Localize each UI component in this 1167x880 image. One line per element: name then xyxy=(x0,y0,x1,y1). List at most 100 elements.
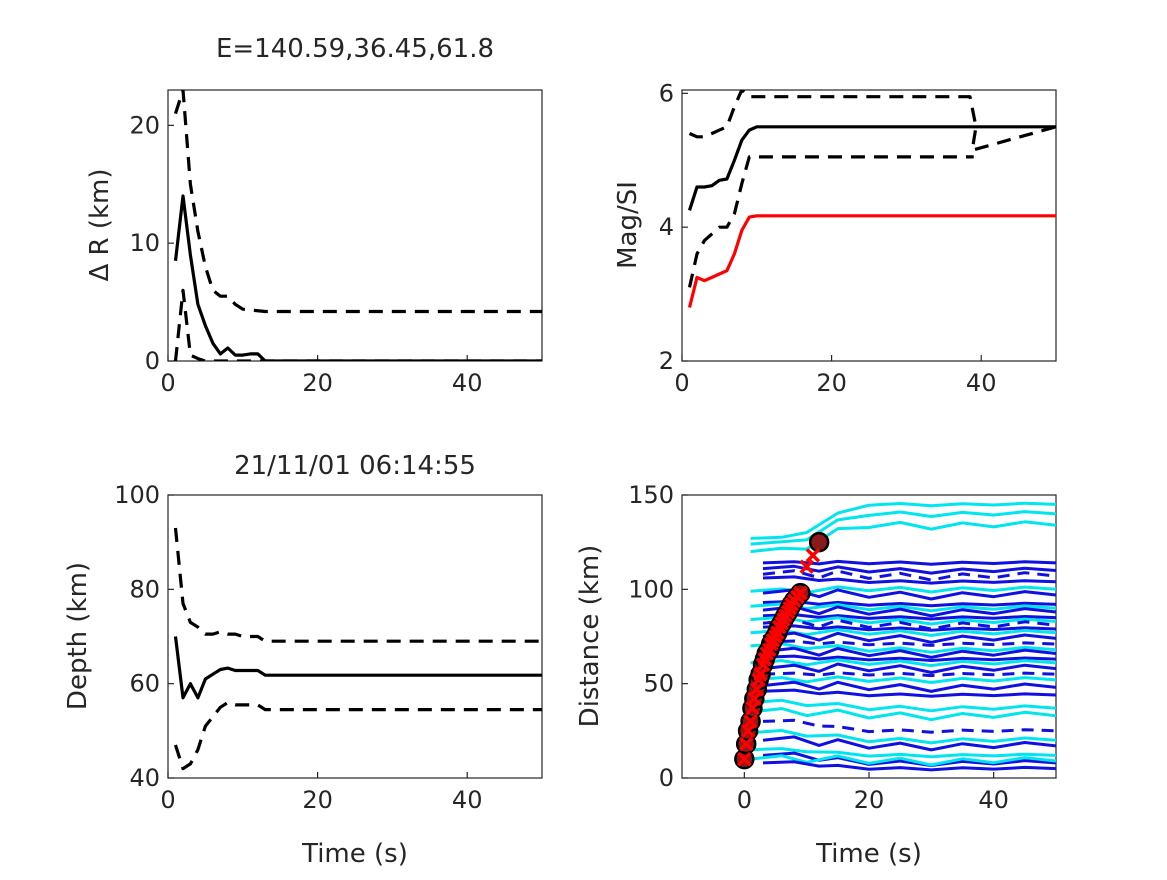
y-tick-label: 10 xyxy=(129,229,160,257)
y-tick-label: 60 xyxy=(129,670,160,698)
station-trace xyxy=(762,680,1056,693)
station-trace xyxy=(750,747,1056,759)
station-trace xyxy=(762,613,1056,621)
station-trace xyxy=(762,569,1056,582)
station-trace xyxy=(750,642,1056,654)
station-trace xyxy=(762,559,1056,566)
y-tick-label: 4 xyxy=(659,213,674,241)
estimate-marker xyxy=(738,736,754,752)
y-tick-label: 0 xyxy=(659,764,674,792)
y-tick-label: 100 xyxy=(114,481,160,509)
x-axis-label: Time (s) xyxy=(815,839,922,869)
arrival-marker xyxy=(808,531,830,553)
series-line-1 xyxy=(173,636,542,700)
x-tick-label: 20 xyxy=(854,786,885,814)
x-tick-label: 40 xyxy=(452,369,483,397)
station-trace xyxy=(750,754,1056,767)
y-axis-label: Depth (km) xyxy=(63,562,93,710)
y-tick-label: 2 xyxy=(659,347,674,375)
station-trace xyxy=(762,662,1056,674)
series-layer xyxy=(687,90,1056,308)
x-tick-label: 0 xyxy=(674,369,689,397)
plot-area xyxy=(167,494,543,779)
panel-distance: Time (s) Distance (km) 0 20 40 0 50 100 150 xyxy=(575,481,1057,869)
station-trace xyxy=(750,729,1056,745)
station-trace xyxy=(762,735,1056,752)
estimate-marker xyxy=(737,751,752,767)
station-trace xyxy=(750,501,1056,540)
station-trace xyxy=(750,698,1056,713)
y-axis-label: Δ R (km) xyxy=(85,168,115,281)
y-tick-label: 100 xyxy=(628,575,674,603)
station-trace xyxy=(762,624,1056,632)
plot-area xyxy=(167,89,543,362)
x-tick-label: 0 xyxy=(160,786,175,814)
y-axis-label: Distance (km) xyxy=(575,545,605,728)
series-layer xyxy=(173,90,542,361)
series-line-2 xyxy=(688,90,1056,152)
series-line-3 xyxy=(173,288,542,361)
station-trace xyxy=(762,599,1056,608)
station-trace xyxy=(762,631,1056,644)
station-trace xyxy=(762,618,1056,631)
station-trace xyxy=(762,751,1056,767)
estimate-marker xyxy=(805,548,821,563)
panel-magnitude: Mag/SI 0 20 40 2 4 6 xyxy=(613,79,1057,397)
station-trace xyxy=(762,588,1056,601)
station-trace xyxy=(750,707,1056,722)
station-trace xyxy=(762,688,1056,698)
series-line-2 xyxy=(173,527,542,643)
series-line-3 xyxy=(687,155,974,288)
station-trace xyxy=(762,646,1056,659)
x-tick-label: 0 xyxy=(737,786,752,814)
station-trace xyxy=(750,520,1056,554)
series-line-4 xyxy=(687,214,1056,308)
station-trace xyxy=(750,510,1056,546)
x-axis-label: Time (s) xyxy=(301,839,408,869)
y-tick-label: 150 xyxy=(628,481,674,509)
station-trace xyxy=(750,675,1056,684)
plot-area xyxy=(681,89,1057,362)
estimate-marker xyxy=(793,585,808,601)
x-tick-label: 40 xyxy=(978,786,1009,814)
station-trace xyxy=(762,575,1056,585)
station-trace xyxy=(762,639,1056,647)
panel-delta-r: E=140.59,36.45,61.8 Δ R (km) 0 20 40 0 10 20 xyxy=(85,34,543,397)
station-trace xyxy=(762,654,1056,662)
plot-area xyxy=(681,494,1057,779)
y-tick-label: 80 xyxy=(129,575,160,603)
series-line-1 xyxy=(173,194,542,361)
y-axis-label: Mag/SI xyxy=(613,181,643,269)
tick-layer: 0 20 40 2 4 6 xyxy=(659,79,997,397)
series-line-2 xyxy=(173,90,542,314)
station-trace xyxy=(762,671,1056,678)
y-tick-label: 50 xyxy=(643,670,674,698)
x-tick-label: 40 xyxy=(452,786,483,814)
y-tick-label: 40 xyxy=(129,764,160,792)
panel-depth: 21/11/01 06:14:55 Time (s) Depth (km) 0 2… xyxy=(63,451,543,869)
tick-layer: 0 20 40 40 60 80 100 xyxy=(114,481,482,814)
chart-title: 21/11/01 06:14:55 xyxy=(234,451,476,481)
series-line-3 xyxy=(173,700,542,771)
station-trace xyxy=(750,658,1056,668)
x-tick-label: 20 xyxy=(816,369,847,397)
y-tick-label: 6 xyxy=(659,79,674,107)
y-tick-label: 20 xyxy=(129,111,160,139)
chart-title: E=140.59,36.45,61.8 xyxy=(216,34,494,64)
station-trace xyxy=(762,760,1056,772)
x-tick-label: 20 xyxy=(302,786,333,814)
series-line-1 xyxy=(687,125,1056,211)
tick-layer: 0 20 40 0 10 20 xyxy=(129,111,482,397)
station-trace xyxy=(750,615,1056,626)
station-trace xyxy=(762,605,1056,618)
series-layer xyxy=(173,527,542,771)
estimate-marker xyxy=(743,714,758,729)
x-tick-label: 40 xyxy=(966,369,997,397)
x-tick-label: 0 xyxy=(160,369,175,397)
station-trace xyxy=(762,718,1056,734)
x-tick-label: 20 xyxy=(302,369,333,397)
estimate-marker xyxy=(799,559,814,574)
series-layer xyxy=(734,501,1056,772)
